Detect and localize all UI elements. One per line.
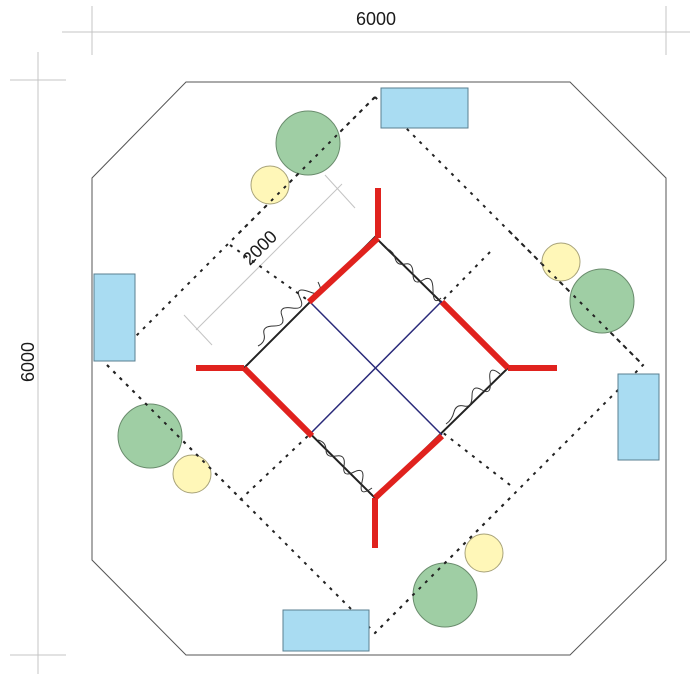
- shrub-right: [541, 242, 581, 282]
- bench-left: [93, 273, 136, 362]
- dotted-overlay: [106, 96, 644, 634]
- diagonal-dimension-tick-b: [324, 174, 356, 209]
- beam-ne-sw: [308, 300, 443, 436]
- module-dimension-label: 2000: [239, 227, 281, 269]
- shrub-top-left: [250, 165, 290, 205]
- site-boundary: [91, 81, 667, 656]
- wall-top-left: [306, 235, 381, 305]
- cable-lower-left: [317, 439, 373, 493]
- tree-right: [569, 268, 635, 334]
- cross-beams: [308, 300, 443, 436]
- benches: [93, 87, 660, 652]
- dimension-lines: [10, 6, 690, 674]
- red-wall-panels: [196, 188, 557, 548]
- wall-left-lower: [241, 365, 315, 439]
- wall-bottom-right: [372, 433, 445, 501]
- width-dimension-label: 6000: [356, 9, 396, 29]
- outer-dotted-square: [105, 95, 645, 635]
- trees: [117, 110, 635, 628]
- diagonal-dimension-tick-a: [183, 314, 213, 346]
- tree-bottom: [412, 562, 478, 628]
- wall-right-upper: [439, 299, 511, 371]
- tree-top-left: [275, 110, 341, 176]
- bench-right: [617, 373, 660, 461]
- bench-top: [380, 87, 469, 129]
- shrub-bottom: [464, 533, 504, 573]
- dotted-line-sw-lower: [239, 433, 311, 501]
- dotted-line-se-lower: [441, 431, 511, 486]
- height-dimension-label: 6000: [18, 342, 38, 382]
- wavy-cables: [257, 247, 501, 493]
- cable-upper-left: [257, 281, 322, 347]
- shrubs: [172, 165, 581, 573]
- cable-lower-right: [445, 369, 501, 425]
- cable-upper-right: [384, 247, 442, 302]
- bench-bottom: [282, 609, 370, 652]
- tree-left: [117, 403, 183, 469]
- shrub-left: [172, 454, 212, 494]
- dotted-grid: [105, 95, 645, 635]
- dotted-line-nw-upper: [441, 251, 491, 302]
- diagonal-dimension-line: [195, 183, 343, 331]
